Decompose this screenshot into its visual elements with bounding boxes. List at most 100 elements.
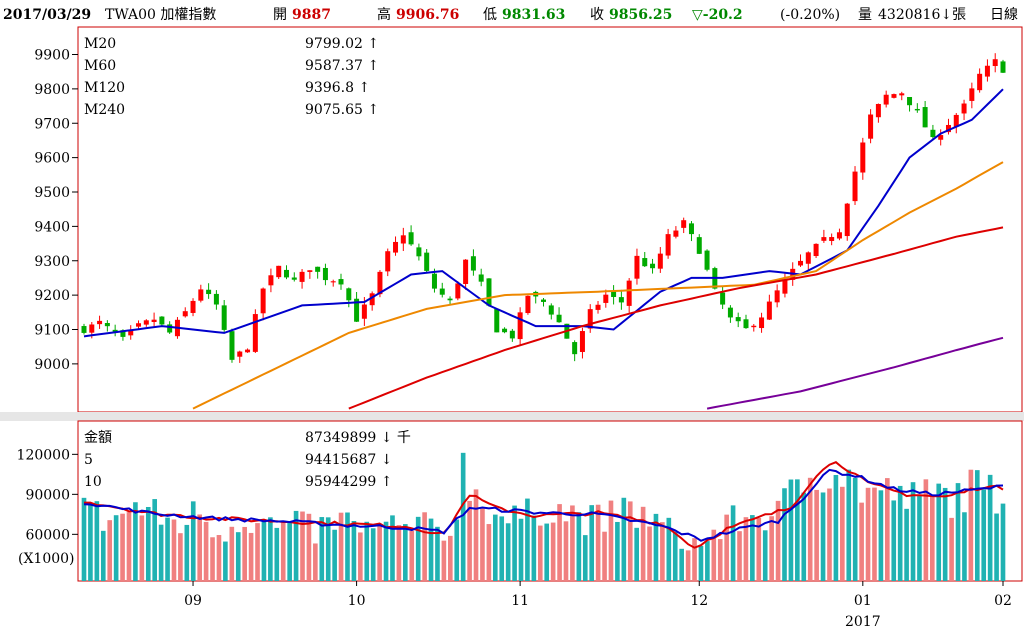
volume-bar — [525, 498, 530, 581]
candle-body — [424, 252, 430, 271]
candle-body — [844, 203, 850, 237]
volume-bar — [274, 527, 280, 581]
candle-body — [587, 309, 593, 329]
candle-body — [455, 283, 461, 299]
candle-body — [922, 107, 928, 128]
legend-amount-value: 87349899 ↓ 千 — [305, 430, 411, 446]
volume-bar — [917, 495, 922, 581]
candle-body — [665, 234, 671, 256]
volume-bar — [660, 522, 665, 581]
candle-body — [502, 328, 508, 333]
candle-body — [128, 330, 134, 336]
candle-body — [579, 331, 585, 352]
candle-body — [860, 142, 866, 173]
volume-bar — [775, 500, 781, 581]
volume-bar — [685, 550, 691, 581]
volume-bar — [120, 513, 125, 581]
volume-bar — [145, 506, 151, 581]
volume-bar — [647, 526, 652, 581]
volume-bar — [698, 545, 704, 581]
candle-body — [930, 129, 936, 138]
candle-body — [120, 330, 126, 337]
volume-bar — [782, 488, 787, 581]
legend-amount-label: 金額 — [84, 430, 112, 446]
candle-body — [720, 292, 726, 305]
candle-body — [478, 274, 484, 282]
volume-bar — [338, 512, 344, 581]
candle-body — [782, 279, 788, 294]
volume-bar — [139, 515, 145, 581]
legend-ma5-label: 5 — [84, 452, 93, 468]
candle-body — [190, 300, 196, 313]
candle-body — [393, 241, 399, 253]
volume-bar — [325, 517, 331, 581]
volume-bar — [955, 483, 961, 581]
candle-body — [634, 255, 640, 279]
volume-bar — [788, 479, 794, 581]
volume-bar — [852, 478, 858, 581]
volume-panel — [77, 420, 1023, 582]
volume-bar — [441, 540, 447, 581]
x-tick-label: 11 — [511, 593, 529, 609]
ma-line-m20 — [83, 88, 1004, 338]
volume-bar — [878, 490, 884, 581]
volume-bar — [505, 523, 511, 581]
close-value: 9856.25 — [609, 7, 672, 23]
candle-body — [673, 230, 679, 237]
candle-body — [899, 93, 905, 96]
candle-body — [805, 252, 811, 264]
candle-body — [268, 275, 274, 286]
price-tick-label: 9400 — [34, 219, 70, 235]
ma-line-m240 — [706, 336, 1004, 410]
volume-bar — [390, 515, 395, 581]
candle-body — [852, 171, 858, 202]
price-tick-label: 9300 — [34, 254, 70, 270]
x-tick-label: 02 — [994, 593, 1012, 609]
candle-body — [704, 250, 710, 270]
volume-bar — [268, 517, 273, 581]
x-axis: 091011120102032017 — [184, 581, 1012, 630]
candle-body — [868, 114, 874, 139]
legend-m60-value: 9587.37 ↑ — [305, 58, 379, 74]
volume-bar — [223, 541, 228, 581]
volume-bar — [435, 526, 440, 581]
volume-bar — [801, 492, 807, 581]
candle-body — [97, 320, 103, 325]
volume-bar — [743, 517, 749, 581]
low-label: 低 — [483, 7, 497, 23]
legend-ma10-label: 10 — [84, 474, 102, 490]
volume-bar — [987, 474, 993, 581]
volume-ma-line-5 — [84, 461, 1004, 549]
volume-bar — [570, 505, 575, 581]
candle-body — [369, 293, 375, 306]
candle-body — [509, 330, 515, 339]
volume-bar — [332, 529, 337, 581]
volume-bar — [409, 530, 415, 581]
volume-bar — [589, 505, 595, 581]
candle-body — [338, 279, 344, 285]
volume-bar — [582, 535, 588, 581]
candle-body — [984, 65, 990, 77]
volume-bar — [280, 520, 286, 581]
volume-bar — [235, 532, 241, 581]
volume-bar — [865, 487, 871, 581]
volume-bar — [621, 497, 627, 581]
volume-bar — [512, 505, 517, 581]
volume-bar — [499, 516, 505, 581]
volume-bar — [705, 541, 710, 581]
volume-bar — [897, 485, 903, 581]
candle-body — [245, 349, 251, 353]
candle-body — [385, 251, 391, 272]
volume-bar — [602, 531, 607, 581]
volume-bar — [152, 499, 158, 581]
volume-label: 量 — [858, 7, 872, 23]
candle-body — [821, 237, 827, 241]
volume-bar — [248, 532, 254, 581]
candle-body — [159, 316, 165, 325]
candle-body — [681, 220, 687, 228]
volume-moving-averages — [83, 461, 1004, 549]
price-legend: M20 9799.02 ↑ M60 9587.37 ↑ M120 9396.8 … — [84, 36, 379, 118]
date-label: 2017/03/29 — [3, 7, 91, 23]
period-label: 日線 — [990, 7, 1018, 23]
volume-tick-label: 90000 — [25, 487, 70, 503]
